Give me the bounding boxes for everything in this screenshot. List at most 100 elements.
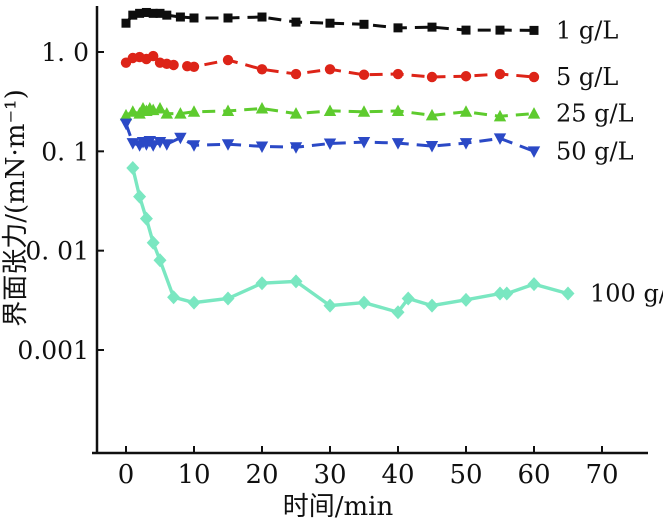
marker-square (141, 7, 151, 17)
marker-circle (324, 64, 336, 75)
marker-triangle-up (255, 101, 269, 114)
marker-square (189, 13, 199, 23)
x-tick-label-50: 50 (449, 460, 482, 490)
axis-frame (92, 6, 648, 455)
marker-circle (528, 71, 540, 83)
marker-triangle-down (289, 142, 303, 154)
marker-diamond (255, 276, 269, 291)
marker-triangle-up (119, 108, 133, 121)
marker-circle (256, 64, 268, 75)
marker-diamond (323, 298, 337, 313)
marker-circle (426, 71, 438, 83)
marker-triangle-up (459, 105, 473, 117)
x-axis-title: 时间/min (283, 492, 394, 522)
x-tick-label-20: 20 (245, 460, 278, 490)
x-tick-label-0: 0 (118, 460, 135, 490)
marker-diamond (527, 277, 541, 292)
marker-circle (460, 71, 472, 82)
marker-triangle-up (153, 101, 167, 114)
y-tick-label-0.1: 0. 1 (41, 137, 89, 166)
marker-square (461, 25, 471, 35)
series-1-g-l-markers (121, 7, 539, 35)
marker-triangle-down (357, 137, 371, 149)
marker-diamond (289, 274, 303, 289)
marker-triangle-down (187, 140, 201, 152)
y-axis-title: 界面张力/(mN·m⁻¹) (1, 89, 31, 327)
marker-square (135, 8, 145, 18)
axes: 0 10 20 30 40 50 60 70 1. 0 0. 1 0. 01 0.001 (17, 6, 648, 490)
marker-diamond (133, 189, 147, 204)
marker-triangle-down (527, 146, 541, 158)
marker-triangle-up (323, 104, 337, 116)
marker-diamond (493, 286, 507, 301)
marker-triangle-up (160, 107, 173, 119)
marker-circle (222, 54, 234, 66)
marker-triangle-down (391, 138, 405, 150)
marker-square (257, 12, 267, 22)
marker-square (291, 17, 301, 27)
marker-triangle-down (221, 139, 235, 151)
marker-square (121, 18, 131, 28)
marker-square (427, 22, 437, 32)
marker-triangle-up (174, 107, 187, 119)
marker-triangle-up (493, 109, 507, 122)
series-50-g-l-markers (119, 118, 541, 158)
marker-triangle-up (289, 107, 303, 119)
marker-diamond (401, 291, 415, 306)
marker-triangle-down (174, 132, 187, 145)
x-tick-label-60: 60 (517, 460, 550, 490)
marker-triangle-up (187, 105, 201, 117)
marker-triangle-up (357, 105, 371, 117)
y-tick-label-0.01: 0. 01 (25, 237, 89, 266)
marker-diamond (391, 305, 405, 320)
series-label-100-g-l: 100 g/L (590, 280, 663, 308)
series-label-50-g-l: 50 g/L (556, 137, 634, 165)
marker-square (148, 8, 158, 18)
marker-diamond (357, 295, 371, 310)
marker-circle (358, 69, 370, 80)
marker-diamond (221, 291, 235, 306)
series-5-g-l-markers (120, 50, 540, 83)
marker-triangle-down (493, 133, 507, 145)
marker-square (325, 18, 335, 28)
marker-square (155, 8, 165, 18)
marker-triangle-down (459, 138, 473, 150)
marker-triangle-down (255, 141, 269, 153)
series-label-25-g-l: 25 g/L (556, 100, 634, 128)
series-label-1-g-l: 1 g/L (556, 16, 618, 44)
marker-diamond (139, 211, 153, 226)
series-label-5-g-l: 5 g/L (556, 63, 618, 91)
marker-diamond (500, 286, 514, 301)
marker-square (175, 12, 185, 22)
marker-square (128, 10, 138, 20)
marker-diamond (425, 298, 439, 313)
marker-square (529, 25, 539, 35)
marker-diamond (153, 253, 167, 268)
y-tick-label-1: 1. 0 (41, 38, 89, 67)
marker-circle (168, 59, 179, 71)
x-tick-label-70: 70 (585, 460, 618, 490)
marker-diamond (561, 286, 575, 301)
marker-diamond (187, 295, 201, 310)
series-end-labels: 1 g/L 5 g/L 25 g/L 50 g/L 100 g/L (556, 16, 663, 307)
marker-square (359, 19, 369, 29)
marker-circle (392, 68, 404, 80)
x-tick-label-10: 10 (177, 460, 210, 490)
marker-triangle-down (323, 138, 337, 150)
marker-triangle-up (391, 104, 405, 116)
plot-series (119, 7, 575, 320)
marker-triangle-down (160, 139, 173, 151)
marker-triangle-up (221, 104, 235, 116)
marker-square (495, 25, 505, 35)
marker-circle (148, 50, 159, 62)
marker-triangle-down (425, 141, 439, 153)
marker-diamond (459, 292, 473, 307)
marker-square (162, 10, 172, 20)
y-tick-label-0.001: 0.001 (17, 336, 89, 365)
marker-triangle-down (119, 118, 133, 131)
marker-square (393, 23, 403, 33)
marker-triangle-down (147, 140, 160, 152)
marker-square (223, 13, 233, 23)
marker-diamond (146, 235, 160, 250)
